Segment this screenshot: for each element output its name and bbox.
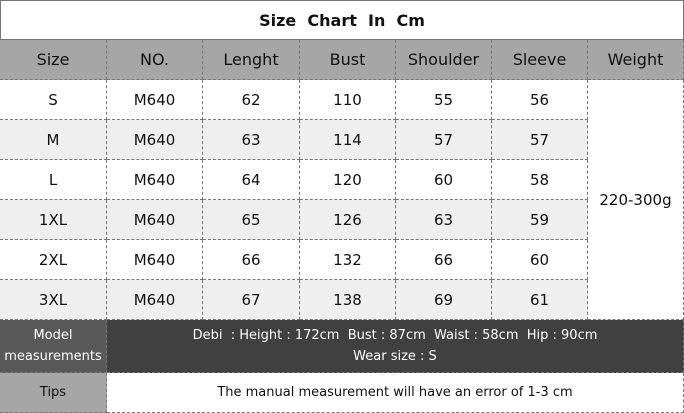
title: Size Chart In Cm (0, 0, 684, 40)
table-cell: 57 (396, 120, 492, 160)
table-cell: 132 (300, 240, 396, 280)
table-cell: 62 (203, 80, 300, 120)
table-cell: 60 (492, 240, 588, 280)
table-cell: 120 (300, 160, 396, 200)
table-cell: 3XL (0, 280, 107, 320)
table-cell: M640 (107, 80, 203, 120)
table-cell: 64 (203, 160, 300, 200)
header-cell: Size (0, 40, 107, 80)
table-cell: 63 (203, 120, 300, 160)
table-cell: 56 (492, 80, 588, 120)
table-cell: 69 (396, 280, 492, 320)
weight-cell: 220-300g (588, 80, 684, 320)
header-cell: Weight (588, 40, 684, 80)
table-cell: M640 (107, 240, 203, 280)
table-cell: 61 (492, 280, 588, 320)
table-cell: M640 (107, 120, 203, 160)
table-cell: M640 (107, 280, 203, 320)
tips-label: Tips (0, 373, 107, 413)
header-cell: Bust (300, 40, 396, 80)
table-cell: 66 (396, 240, 492, 280)
table-cell: 63 (396, 200, 492, 240)
table-cell: 126 (300, 200, 396, 240)
model-label: Model measurements (0, 320, 107, 373)
header-cell: NO. (107, 40, 203, 80)
tips-text: The manual measurement will have an erro… (107, 373, 684, 413)
table-cell: 57 (492, 120, 588, 160)
table-cell: 110 (300, 80, 396, 120)
table-cell: 2XL (0, 240, 107, 280)
table-cell: 114 (300, 120, 396, 160)
header-cell: Shoulder (396, 40, 492, 80)
table-cell: 66 (203, 240, 300, 280)
model-text: Debi : Height : 172cm Bust : 87cm Waist … (107, 320, 684, 373)
table-cell: M640 (107, 160, 203, 200)
header-cell: Lenght (203, 40, 300, 80)
table-cell: 1XL (0, 200, 107, 240)
table-cell: 60 (396, 160, 492, 200)
table-cell: M (0, 120, 107, 160)
table-cell: 59 (492, 200, 588, 240)
table-cell: 67 (203, 280, 300, 320)
table-cell: M640 (107, 200, 203, 240)
table-cell: 65 (203, 200, 300, 240)
model-line: Debi : Height : 172cm Bust : 87cm Waist … (192, 328, 598, 343)
header-cell: Sleeve (492, 40, 588, 80)
model-line: Wear size : S (353, 349, 437, 364)
table-cell: S (0, 80, 107, 120)
table-cell: 58 (492, 160, 588, 200)
table-cell: 55 (396, 80, 492, 120)
table-cell: 138 (300, 280, 396, 320)
table-cell: L (0, 160, 107, 200)
